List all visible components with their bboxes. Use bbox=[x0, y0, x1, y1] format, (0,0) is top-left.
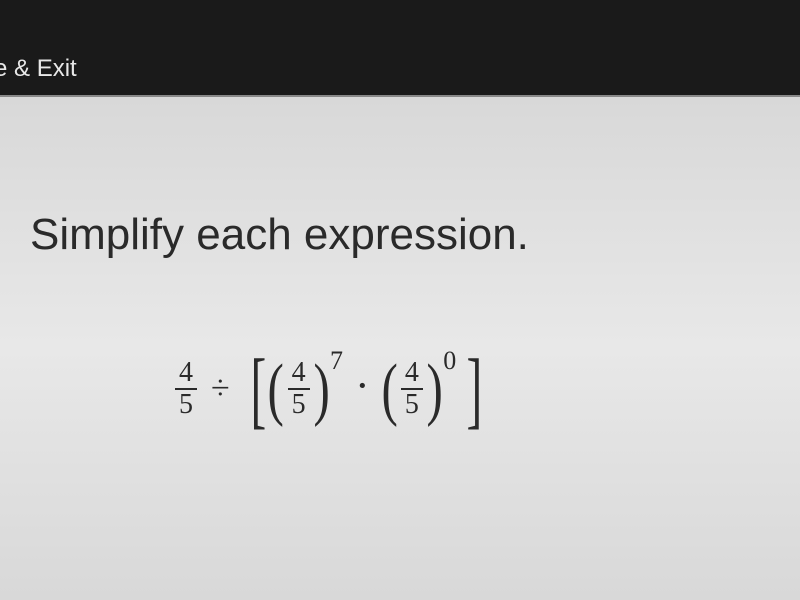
term1-denominator: 5 bbox=[288, 390, 310, 421]
term1-numerator: 4 bbox=[288, 358, 310, 391]
right-bracket: ] bbox=[467, 355, 483, 424]
term2-denominator: 5 bbox=[401, 390, 423, 421]
content-area: Simplify each expression. 4 5 ÷ [ ( 4 5 … bbox=[0, 95, 800, 600]
bracket-inner: ( 4 5 ) 7 · ( 4 5 ) 0 bbox=[264, 358, 460, 422]
term1-left-paren: ( bbox=[268, 360, 284, 420]
term-2: ( 4 5 ) 0 bbox=[378, 358, 461, 422]
term2-exponent: 0 bbox=[443, 346, 456, 376]
multiply-operator: · bbox=[357, 367, 368, 404]
term2-left-paren: ( bbox=[381, 360, 397, 420]
outer-denominator: 5 bbox=[175, 390, 197, 421]
outer-numerator: 4 bbox=[175, 358, 197, 391]
term1-fraction: 4 5 bbox=[288, 358, 310, 422]
term2-right-paren: ) bbox=[426, 360, 442, 420]
term1-right-paren: ) bbox=[313, 360, 329, 420]
instruction-text: Simplify each expression. bbox=[30, 210, 800, 260]
outer-fraction: 4 5 bbox=[175, 358, 197, 422]
term-1: ( 4 5 ) 7 bbox=[264, 358, 347, 422]
save-exit-link[interactable]: ve & Exit bbox=[0, 55, 77, 83]
term2-numerator: 4 bbox=[401, 358, 423, 391]
term1-exponent: 7 bbox=[330, 346, 343, 376]
math-expression: 4 5 ÷ [ ( 4 5 ) 7 · ( 4 5 ) bbox=[175, 355, 800, 424]
top-bar: ve & Exit bbox=[0, 0, 800, 95]
term2-fraction: 4 5 bbox=[401, 358, 423, 422]
divide-operator: ÷ bbox=[211, 370, 230, 408]
